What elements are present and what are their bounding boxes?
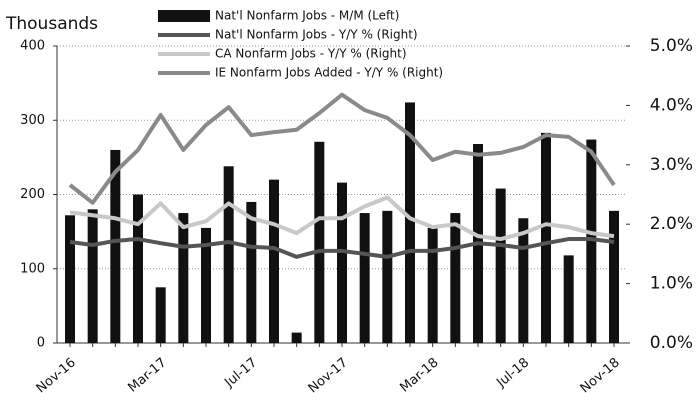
legend-label: Nat'l Nonfarm Jobs - M/M (Left) [215, 9, 399, 23]
legend-label: CA Nonfarm Jobs - Y/Y % (Right) [215, 47, 407, 61]
x-tick-label: Jul-18 [493, 355, 532, 391]
bar [65, 215, 75, 343]
legend-label: IE Nonfarm Jobs Added - Y/Y % (Right) [215, 66, 443, 80]
y-tick-label: 100 [20, 261, 45, 276]
y2-tick-label: 3.0% [650, 155, 693, 175]
bar [223, 166, 234, 343]
bar [246, 201, 257, 343]
bar [201, 227, 211, 343]
bar [450, 213, 461, 343]
bar [269, 179, 279, 343]
y-axis-title: Thousands [5, 14, 98, 34]
y2-tick-label: 4.0% [650, 95, 693, 115]
bar [563, 255, 574, 343]
bar [359, 213, 370, 343]
bar [541, 132, 551, 343]
bar [495, 188, 506, 343]
bar [314, 141, 325, 343]
x-tick-label: Mar-18 [397, 355, 441, 395]
x-tick-label: Mar-17 [125, 355, 169, 395]
bar [87, 209, 98, 343]
y2-tick-label: 2.0% [650, 214, 693, 234]
x-tick-label: Jul-17 [221, 355, 260, 391]
x-tick-label: Nov-18 [578, 355, 623, 396]
line [68, 92, 616, 205]
y-tick-label: 300 [20, 113, 45, 128]
line [69, 237, 615, 259]
bar [337, 182, 347, 343]
bar [427, 227, 438, 343]
y-tick-label: 200 [20, 187, 45, 202]
bar [518, 218, 529, 343]
legend-swatch [158, 10, 210, 22]
legend-label: Nat'l Nonfarm Jobs - Y/Y % (Right) [215, 28, 418, 42]
y2-tick-label: 0.0% [650, 333, 693, 353]
bar [155, 287, 166, 343]
bar [382, 210, 393, 343]
bar [110, 149, 121, 343]
y2-tick-label: 5.0% [650, 36, 693, 56]
y-tick-label: 0 [37, 336, 45, 351]
y-tick-label: 400 [20, 39, 45, 54]
bar [609, 210, 619, 343]
line [69, 195, 615, 242]
bar [133, 194, 143, 343]
x-tick-label: Nov-17 [306, 355, 351, 396]
y2-tick-label: 1.0% [650, 274, 693, 294]
bar [405, 102, 415, 344]
bar [586, 139, 597, 343]
x-tick-label: Nov-16 [34, 355, 79, 396]
bar [291, 332, 302, 343]
bar [178, 213, 189, 343]
